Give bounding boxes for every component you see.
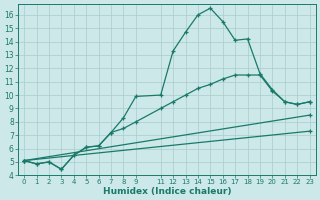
X-axis label: Humidex (Indice chaleur): Humidex (Indice chaleur) [103, 187, 231, 196]
